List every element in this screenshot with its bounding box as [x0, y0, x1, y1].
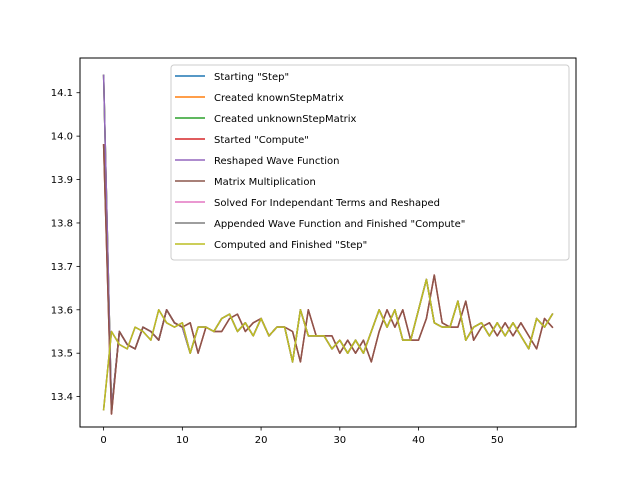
legend-label: Reshaped Wave Function — [214, 156, 340, 167]
x-tick-label: 30 — [333, 435, 346, 446]
series-layer — [102, 74, 554, 415]
legend-label: Appended Wave Function and Finished "Com… — [214, 219, 465, 230]
legend-label: Starting "Step" — [214, 72, 289, 83]
x-tick-label: 10 — [176, 435, 189, 446]
x-tick-label: 0 — [100, 435, 106, 446]
x-tick-label: 20 — [255, 435, 268, 446]
legend: Starting "Step" Created knownStepMatrix Cr… — [170, 64, 570, 261]
y-tick-label: 13.7 — [51, 262, 73, 273]
legend-label: Created knownStepMatrix — [214, 93, 344, 104]
legend-label: Created unknownStepMatrix — [214, 114, 357, 125]
y-tick-label: 13.4 — [51, 392, 73, 403]
legend-label: Matrix Multiplication — [214, 177, 316, 188]
y-tick-label: 13.8 — [51, 218, 73, 229]
y-tick-label: 14.1 — [51, 88, 73, 99]
x-tick-label: 50 — [491, 435, 504, 446]
y-tick-label: 13.9 — [51, 175, 73, 186]
series-line-9 — [102, 278, 554, 411]
y-tick-label: 14.0 — [51, 132, 73, 143]
legend-label: Started "Compute" — [214, 135, 309, 146]
legend-box — [170, 64, 570, 261]
plot-frame — [79, 57, 577, 428]
axis-ticks: 0 10 20 30 40 50 13.4 13.5 13.6 13.7 13.8 13.9 14.0 1… — [51, 88, 504, 446]
y-tick-label: 13.6 — [51, 305, 73, 316]
y-tick-label: 13.5 — [51, 349, 73, 360]
legend-label: Solved For Independant Terms and Reshape… — [214, 198, 440, 209]
legend-label: Computed and Finished "Step" — [214, 240, 367, 251]
x-tick-label: 40 — [412, 435, 425, 446]
